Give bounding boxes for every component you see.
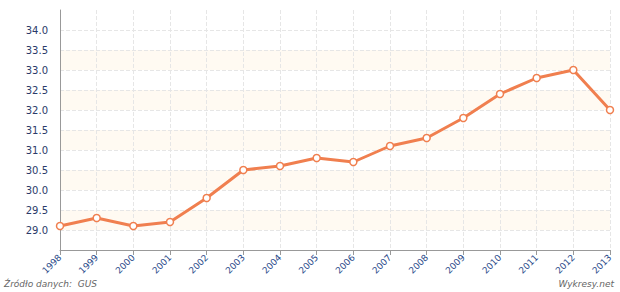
svg-text:30.0: 30.0 bbox=[26, 185, 48, 196]
svg-text:34.0: 34.0 bbox=[26, 25, 48, 36]
svg-text:33.0: 33.0 bbox=[26, 65, 48, 76]
svg-text:31.0: 31.0 bbox=[26, 145, 48, 156]
svg-text:2002: 2002 bbox=[187, 252, 210, 275]
svg-text:2007: 2007 bbox=[370, 252, 393, 275]
svg-text:2001: 2001 bbox=[150, 252, 173, 275]
svg-text:2013: 2013 bbox=[590, 252, 613, 275]
svg-text:1998: 1998 bbox=[40, 252, 63, 275]
svg-text:32.5: 32.5 bbox=[26, 85, 48, 96]
svg-text:2005: 2005 bbox=[297, 252, 320, 275]
svg-text:30.5: 30.5 bbox=[26, 165, 48, 176]
svg-text:2000: 2000 bbox=[114, 252, 137, 275]
svg-text:2006: 2006 bbox=[334, 252, 357, 275]
svg-text:Wykresy.net: Wykresy.net bbox=[558, 279, 614, 289]
svg-text:2009: 2009 bbox=[444, 252, 467, 275]
svg-text:31.5: 31.5 bbox=[26, 125, 48, 136]
svg-text:2003: 2003 bbox=[224, 252, 247, 275]
svg-text:2004: 2004 bbox=[260, 252, 283, 275]
svg-text:29.0: 29.0 bbox=[26, 225, 48, 236]
svg-text:2012: 2012 bbox=[554, 252, 577, 275]
svg-text:1999: 1999 bbox=[77, 252, 100, 275]
svg-text:2008: 2008 bbox=[407, 252, 430, 275]
svg-text:2010: 2010 bbox=[480, 252, 503, 275]
svg-text:29.5: 29.5 bbox=[26, 205, 48, 216]
svg-text:32.0: 32.0 bbox=[26, 105, 48, 116]
svg-text:2011: 2011 bbox=[517, 252, 540, 275]
svg-text:33.5: 33.5 bbox=[26, 45, 48, 56]
svg-text:Źródło danych: GUS: Źródło danych: GUS bbox=[3, 278, 97, 289]
